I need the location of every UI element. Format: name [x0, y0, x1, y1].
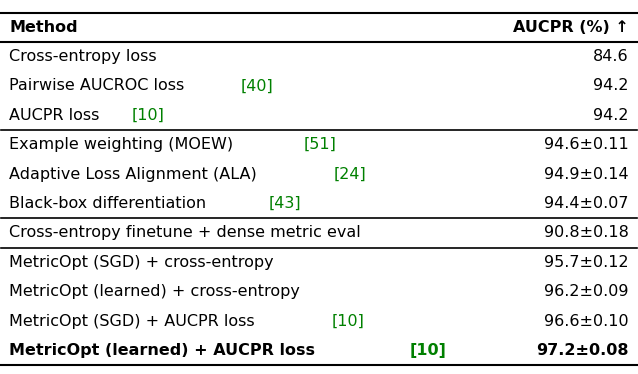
Text: MetricOpt (SGD) + cross-entropy: MetricOpt (SGD) + cross-entropy — [9, 255, 274, 270]
Text: Adaptive Loss Alignment (ALA): Adaptive Loss Alignment (ALA) — [9, 167, 262, 182]
Text: 84.6: 84.6 — [593, 49, 629, 64]
Text: [43]: [43] — [269, 196, 302, 211]
Text: Black-box differentiation: Black-box differentiation — [9, 196, 211, 211]
Text: 96.2±0.09: 96.2±0.09 — [544, 284, 629, 299]
Text: 94.2: 94.2 — [593, 108, 629, 123]
Text: 95.7±0.12: 95.7±0.12 — [544, 255, 629, 270]
Text: MetricOpt (SGD) + AUCPR loss: MetricOpt (SGD) + AUCPR loss — [9, 314, 260, 329]
Text: Method: Method — [9, 20, 78, 35]
Text: MetricOpt (learned) + AUCPR loss: MetricOpt (learned) + AUCPR loss — [9, 343, 321, 358]
Text: [10]: [10] — [131, 108, 165, 123]
Text: [10]: [10] — [410, 343, 446, 358]
Text: 94.6±0.11: 94.6±0.11 — [544, 137, 629, 152]
Text: 96.6±0.10: 96.6±0.10 — [544, 314, 629, 329]
Text: Cross-entropy finetune + dense metric eval: Cross-entropy finetune + dense metric ev… — [9, 226, 360, 240]
Text: 90.8±0.18: 90.8±0.18 — [544, 226, 629, 240]
Text: AUCPR (%) ↑: AUCPR (%) ↑ — [513, 20, 629, 35]
Text: Example weighting (MOEW): Example weighting (MOEW) — [9, 137, 238, 152]
Text: [10]: [10] — [331, 314, 364, 329]
Text: [51]: [51] — [304, 137, 336, 152]
Text: AUCPR loss: AUCPR loss — [9, 108, 105, 123]
Text: 94.4±0.07: 94.4±0.07 — [544, 196, 629, 211]
Text: 94.9±0.14: 94.9±0.14 — [544, 167, 629, 182]
Text: 97.2±0.08: 97.2±0.08 — [537, 343, 629, 358]
Text: Pairwise AUCROC loss: Pairwise AUCROC loss — [9, 79, 189, 94]
Text: MetricOpt (learned) + cross-entropy: MetricOpt (learned) + cross-entropy — [9, 284, 300, 299]
Text: [24]: [24] — [334, 167, 367, 182]
Text: [40]: [40] — [241, 79, 274, 94]
Text: 94.2: 94.2 — [593, 79, 629, 94]
Text: Cross-entropy loss: Cross-entropy loss — [9, 49, 157, 64]
